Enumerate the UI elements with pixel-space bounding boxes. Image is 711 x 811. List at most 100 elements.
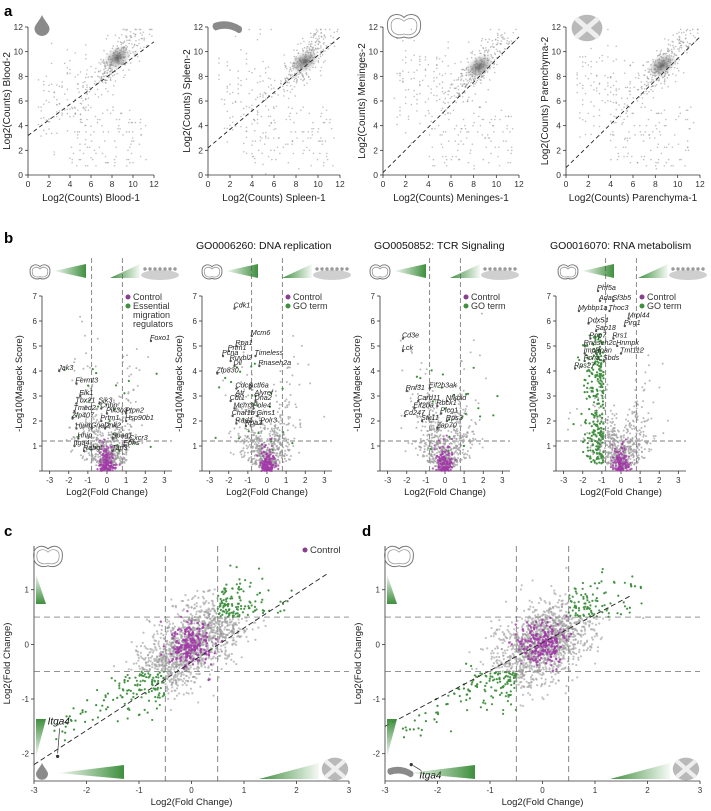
- data-point: [86, 69, 88, 71]
- data-point: [626, 139, 629, 142]
- data-point: [467, 99, 469, 101]
- data-point: [42, 80, 45, 83]
- control-point: [111, 465, 114, 469]
- data-point: [413, 77, 415, 80]
- data-point: [66, 98, 69, 101]
- data-point: [686, 109, 689, 112]
- y-tick-label: 7: [33, 292, 38, 301]
- control-point: [102, 467, 105, 471]
- data-point: [401, 369, 404, 372]
- data-point: [118, 395, 121, 398]
- data-point: [615, 88, 618, 90]
- go-term-point: [447, 449, 450, 452]
- data-point: [644, 69, 647, 72]
- data-point: [280, 80, 282, 82]
- data-point: [607, 85, 609, 87]
- data-point: [462, 433, 465, 436]
- data-point: [433, 164, 436, 167]
- data-point: [453, 79, 456, 82]
- y-tick-label: 1: [193, 442, 198, 451]
- data-point: [581, 56, 584, 58]
- data-point: [140, 37, 143, 40]
- data-point: [259, 75, 262, 77]
- data-point: [314, 33, 317, 35]
- data-point: [72, 115, 75, 118]
- data-point: [120, 112, 123, 115]
- data-point: [424, 68, 427, 70]
- data-point: [436, 99, 438, 102]
- data-point: [262, 96, 264, 98]
- data-point: [75, 435, 78, 438]
- data-point: [590, 101, 592, 103]
- control-point: [107, 446, 110, 449]
- data-point: [626, 97, 629, 100]
- data-point: [413, 39, 415, 42]
- data-point: [617, 152, 620, 155]
- data-point: [407, 88, 410, 91]
- data-point: [497, 42, 499, 44]
- data-point: [683, 31, 685, 34]
- data-point: [637, 77, 640, 80]
- data-point: [399, 339, 402, 342]
- data-point: [253, 157, 256, 160]
- data-point: [690, 106, 692, 108]
- data-point: [686, 28, 689, 31]
- data-point: [96, 75, 99, 78]
- data-point: [141, 34, 143, 36]
- data-point: [232, 453, 235, 456]
- legend-label: Essential migration regulators: [133, 301, 174, 329]
- x-tick-label: 2: [586, 179, 591, 189]
- data-point: [113, 164, 116, 167]
- data-point: [105, 79, 107, 82]
- data-point: [438, 98, 441, 101]
- data-point: [240, 115, 242, 118]
- data-point: [274, 443, 277, 446]
- data-point: [604, 101, 606, 104]
- data-point: [438, 83, 441, 85]
- data-point: [444, 54, 447, 57]
- data-point: [641, 97, 644, 99]
- data-point: [295, 406, 298, 409]
- data-point: [433, 440, 436, 443]
- data-point: [590, 47, 592, 50]
- data-point: [289, 61, 292, 64]
- data-point: [245, 136, 248, 139]
- go-term-point: [270, 440, 273, 443]
- data-point: [298, 451, 301, 454]
- data-point: [228, 432, 231, 435]
- y-tick-label: 2: [33, 417, 38, 426]
- data-point: [131, 43, 133, 45]
- data-point: [126, 367, 129, 370]
- parenchyma-cells-icon: [141, 267, 179, 280]
- data-point: [595, 74, 598, 77]
- data-point: [118, 459, 121, 462]
- data-point: [666, 419, 669, 422]
- data-point: [40, 135, 42, 137]
- control-point: [442, 445, 445, 448]
- data-point: [685, 109, 688, 112]
- data-point: [663, 78, 666, 80]
- data-point: [626, 155, 628, 158]
- data-point: [69, 450, 72, 453]
- data-point: [576, 72, 578, 74]
- data-point: [113, 440, 116, 443]
- data-point: [507, 149, 509, 152]
- data-point: [480, 82, 482, 84]
- data-point: [645, 124, 648, 127]
- data-point: [56, 98, 58, 101]
- data-point: [295, 74, 298, 77]
- control-point: [437, 462, 440, 466]
- data-point: [76, 131, 79, 133]
- x-tick-label: -2: [225, 476, 233, 485]
- data-point: [77, 87, 79, 90]
- data-point: [275, 445, 278, 448]
- data-point: [646, 75, 649, 78]
- data-point: [480, 79, 482, 81]
- y-tick-label: 2: [371, 417, 376, 426]
- go-term-point: [127, 379, 130, 383]
- data-point: [84, 76, 87, 79]
- data-point: [286, 84, 288, 87]
- data-point: [310, 36, 313, 39]
- data-point: [274, 92, 276, 95]
- data-point: [85, 73, 88, 75]
